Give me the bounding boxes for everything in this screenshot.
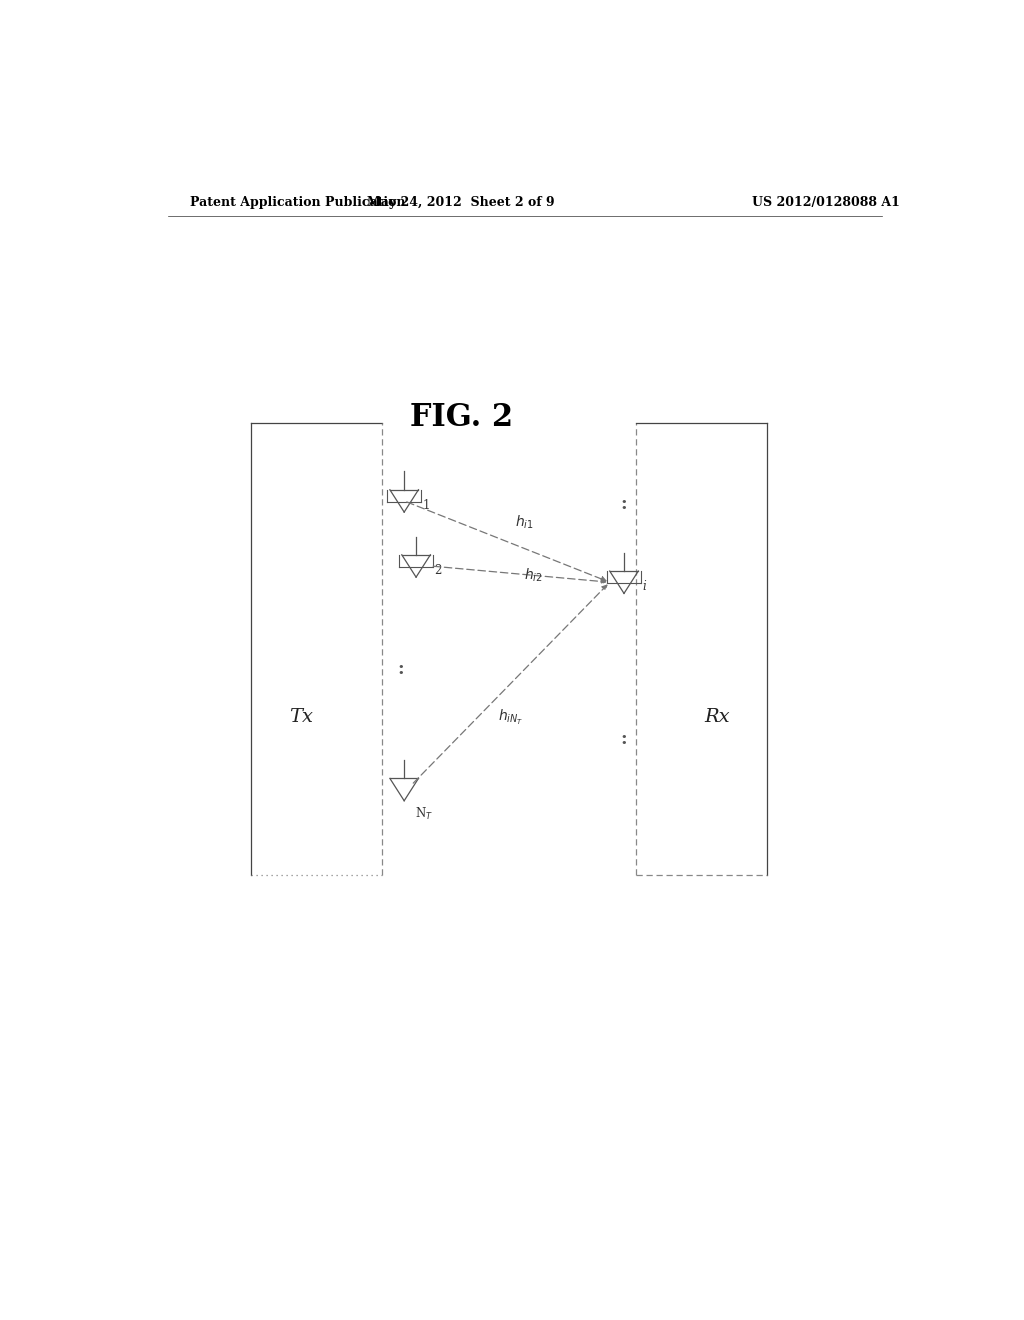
Text: i: i [642,581,646,593]
Text: US 2012/0128088 A1: US 2012/0128088 A1 [753,195,900,209]
Text: :: : [397,660,403,677]
Text: $h_{i1}$: $h_{i1}$ [515,513,534,531]
Text: 1: 1 [423,499,430,512]
Text: :: : [621,730,628,748]
Text: $h_{i2}$: $h_{i2}$ [524,566,543,583]
Text: May 24, 2012  Sheet 2 of 9: May 24, 2012 Sheet 2 of 9 [368,195,555,209]
Text: Rx: Rx [705,708,730,726]
Text: Patent Application Publication: Patent Application Publication [189,195,406,209]
Text: 2: 2 [434,564,441,577]
Text: Tx: Tx [289,708,312,726]
Text: FIG. 2: FIG. 2 [410,403,513,433]
Text: $h_{iN_T}$: $h_{iN_T}$ [499,708,523,727]
Text: :: : [621,495,628,513]
Text: N$_T$: N$_T$ [416,805,433,822]
